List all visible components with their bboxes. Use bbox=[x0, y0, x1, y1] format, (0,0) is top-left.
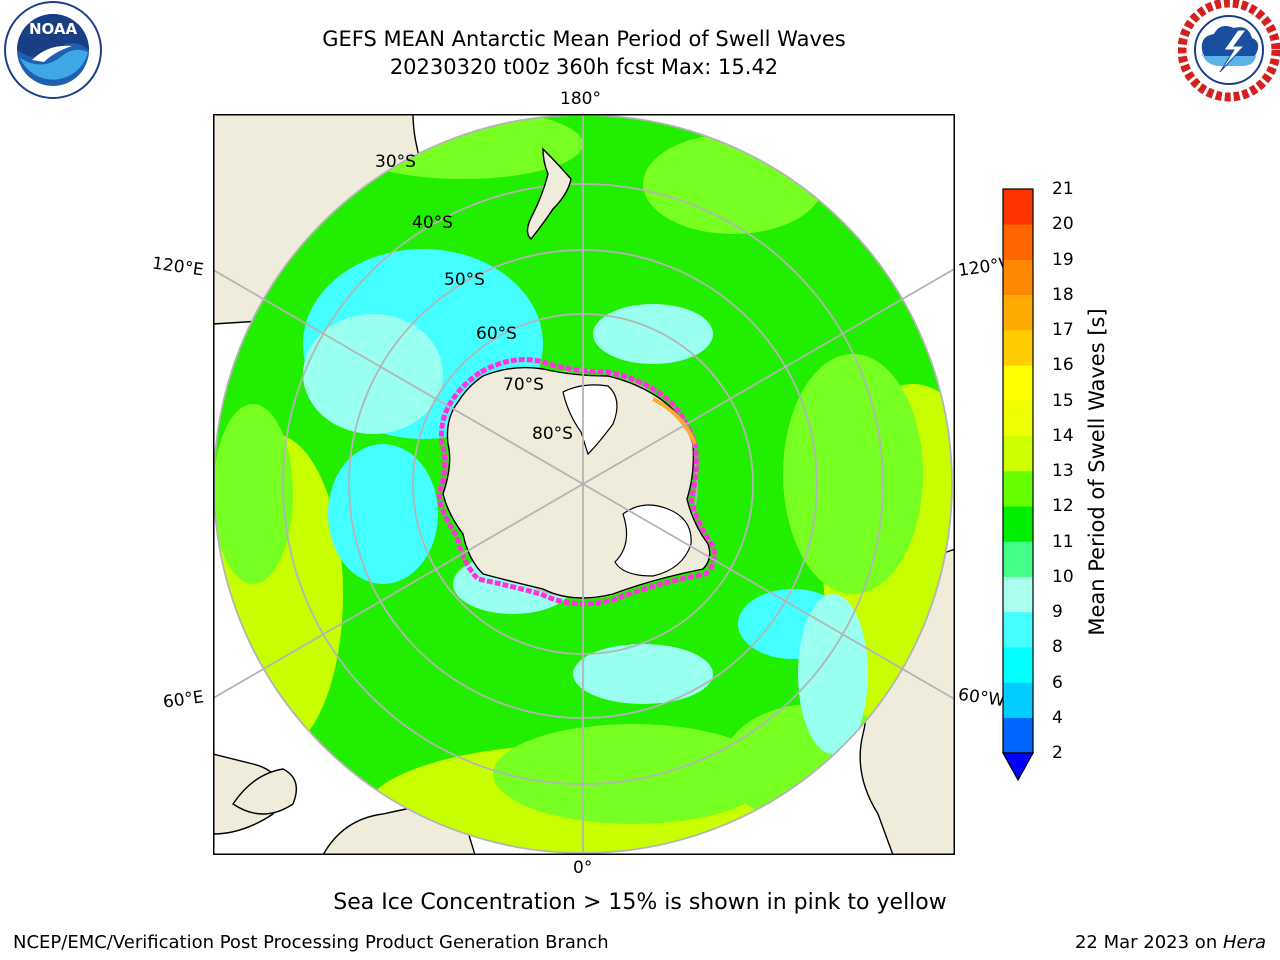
colorbar-tick-label: 16 bbox=[1052, 355, 1074, 376]
colorbar-label: Mean Period of Swell Waves [s] bbox=[1085, 308, 1109, 636]
lat-label-30s: 30°S bbox=[375, 152, 416, 172]
lat-label-70s: 70°S bbox=[503, 375, 544, 395]
colorbar-tick-label: 2 bbox=[1052, 743, 1063, 763]
nws-logo bbox=[1178, 0, 1280, 102]
map-panel bbox=[213, 114, 955, 855]
noaa-logo: NOAA bbox=[4, 1, 102, 99]
colorbar-band bbox=[1003, 576, 1033, 613]
ross-ice-shelf bbox=[562, 384, 618, 456]
colorbar-band bbox=[1003, 189, 1033, 225]
colorbar-tick-label: 19 bbox=[1052, 249, 1074, 270]
colorbar bbox=[1001, 188, 1035, 782]
lon-label-180: 180° bbox=[560, 89, 601, 109]
colorbar-ticks: 21 20 19 18 17 16 15 14 13 12 11 10 9 8 6 4 2 bbox=[1052, 179, 1092, 786]
colorbar-tick-label: 18 bbox=[1052, 284, 1074, 305]
lon-label-60e: 60°E bbox=[161, 687, 206, 713]
lat-label-60s: 60°S bbox=[476, 324, 517, 344]
colorbar-tick-label: 10 bbox=[1052, 566, 1074, 587]
colorbar-tick-label: 14 bbox=[1052, 425, 1074, 446]
footer-date-text: 22 Mar 2023 on bbox=[1074, 932, 1223, 953]
colorbar-band bbox=[1003, 330, 1033, 366]
sea-ice-caption: Sea Ice Concentration > 15% is shown in … bbox=[333, 890, 947, 915]
colorbar-tick-label: 6 bbox=[1052, 672, 1063, 693]
colorbar-band bbox=[1003, 400, 1033, 437]
lat-label-40s: 40°S bbox=[412, 213, 453, 233]
colorbar-tick-label: 21 bbox=[1052, 179, 1074, 199]
colorbar-band bbox=[1003, 682, 1033, 719]
sea-ice-edge bbox=[436, 357, 717, 607]
lon-label-60w: 60°W bbox=[956, 684, 1007, 712]
colorbar-tick-label: 12 bbox=[1052, 496, 1074, 517]
colorbar-band bbox=[1003, 612, 1033, 648]
colorbar-band bbox=[1003, 647, 1033, 683]
lon-label-0: 0° bbox=[573, 858, 593, 878]
footer-org: NCEP/EMC/Verification Post Processing Pr… bbox=[13, 932, 609, 953]
colorbar-band bbox=[1003, 717, 1033, 754]
new-zealand-landmass bbox=[526, 147, 572, 241]
colorbar-band bbox=[1003, 541, 1033, 578]
map-title-line2: 20230320 t00z 360h fcst Max: 15.42 bbox=[389, 55, 779, 79]
ronne-ice-shelf bbox=[614, 504, 692, 577]
colorbar-tick-label: 15 bbox=[1052, 390, 1074, 411]
map-title-line1: GEFS MEAN Antarctic Mean Period of Swell… bbox=[322, 27, 846, 51]
colorbar-band bbox=[1003, 435, 1033, 472]
colorbar-band bbox=[1003, 259, 1033, 296]
colorbar-tick-label: 11 bbox=[1052, 531, 1074, 552]
colorbar-tick-label: 9 bbox=[1052, 602, 1063, 622]
colorbar-tick-label: 20 bbox=[1052, 214, 1074, 235]
madagascar-landmass bbox=[232, 768, 297, 815]
colorbar-band bbox=[1003, 365, 1033, 401]
longitude-grid bbox=[213, 114, 955, 855]
lat-label-50s: 50°S bbox=[444, 270, 485, 290]
lon-label-120e: 120°E bbox=[150, 253, 205, 281]
colorbar-band bbox=[1003, 294, 1033, 331]
colorbar-tick-label: 4 bbox=[1052, 707, 1063, 728]
colorbar-tick-label: 8 bbox=[1052, 637, 1063, 658]
colorbar-band bbox=[1003, 224, 1033, 260]
colorbar-tick-label: 17 bbox=[1052, 320, 1074, 340]
colorbar-band bbox=[1003, 506, 1033, 542]
colorbar-tick-label: 13 bbox=[1052, 461, 1074, 481]
footer-date: 22 Mar 2023 on Hera bbox=[1075, 932, 1266, 953]
lat-label-80s: 80°S bbox=[532, 424, 573, 444]
footer-host: Hera bbox=[1222, 932, 1266, 953]
noaa-logo-text: NOAA bbox=[29, 20, 78, 38]
colorbar-under-arrow bbox=[1001, 752, 1035, 782]
colorbar-band bbox=[1003, 471, 1033, 507]
